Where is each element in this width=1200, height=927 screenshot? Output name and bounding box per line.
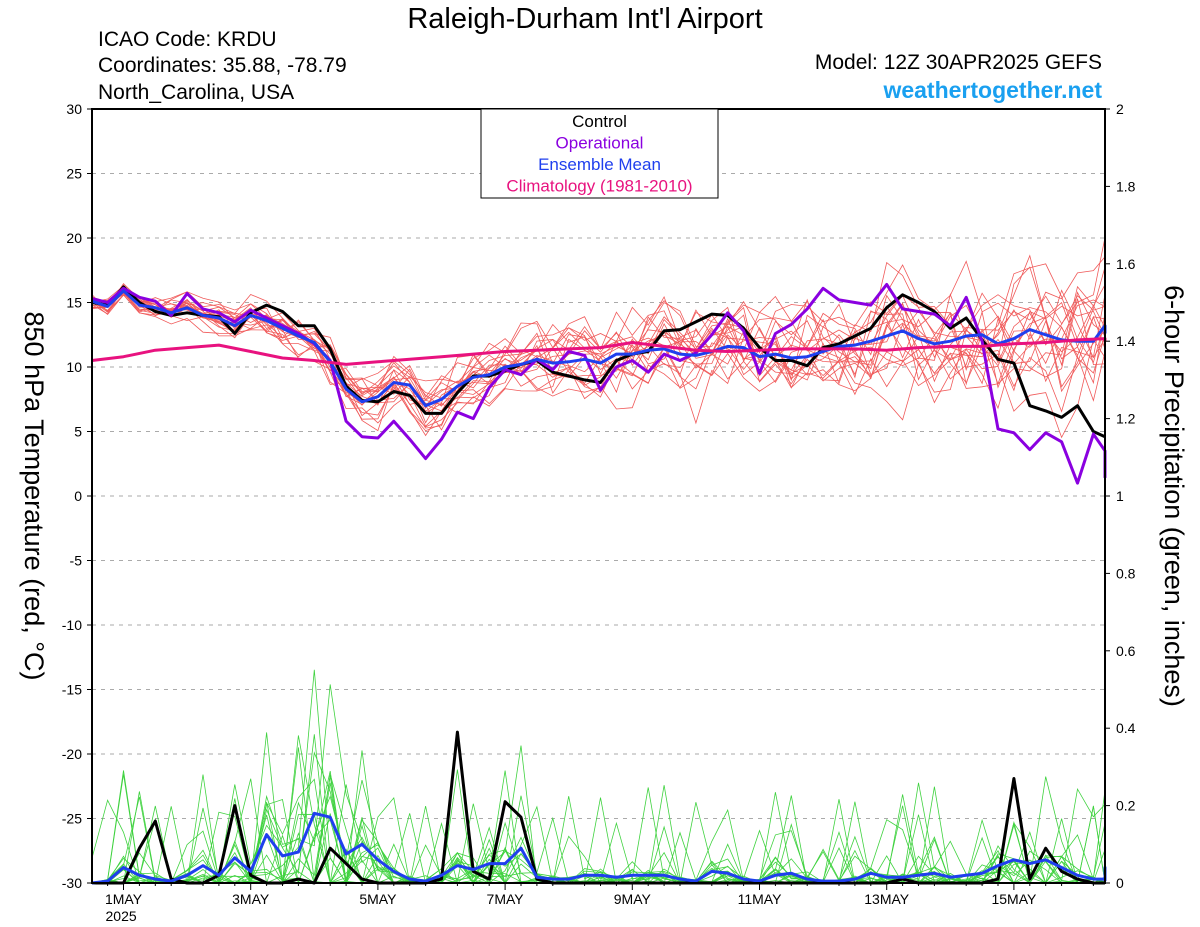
legend-entry: Operational (556, 134, 644, 153)
grid (92, 173, 1105, 819)
member-precip-line (91, 785, 1106, 884)
y-left-tick-label: 20 (66, 230, 82, 246)
legend-box (480, 108, 719, 199)
x-tick-label: 5MAY (359, 891, 397, 907)
y-left-tick-label: -10 (62, 617, 82, 633)
y-left-tick-label: -25 (62, 811, 82, 827)
ensemble-mean-temperature-line (91, 289, 1107, 408)
y-right-tick-label: 1 (1116, 488, 1124, 504)
member-precip-line (91, 747, 1106, 884)
y-right-tick-label: 1.8 (1116, 178, 1136, 194)
legend-entry: Climatology (1981-2010) (506, 177, 692, 196)
y-left-tick-label: -15 (62, 682, 82, 698)
y-right-tick-label: 1.4 (1116, 333, 1136, 349)
coordinates: Coordinates: 35.88, -78.79 (98, 54, 347, 77)
y-left-tick-label: 0 (74, 488, 82, 504)
axis-ticks: 302520151050-5-10-15-20-25-3021.81.61.41… (62, 101, 1136, 924)
y-right-tick-label: 0 (1116, 875, 1124, 891)
member-temp-line (91, 284, 1106, 421)
member-temp-line (91, 224, 1106, 404)
member-temp-line (91, 260, 1106, 425)
y-right-tick-label: 0.2 (1116, 798, 1136, 814)
y-left-tick-label: -20 (62, 746, 82, 762)
model-run: Model: 12Z 30APR2025 GEFS (814, 51, 1102, 74)
temp-series (91, 282, 1107, 485)
y-right-tick-label: 0.6 (1116, 643, 1136, 659)
x-tick-label: 9MAY (614, 891, 652, 907)
x-tick-label: 2025 (106, 908, 137, 924)
y-left-tick-label: 5 (74, 424, 82, 440)
y-left-tick-label: 30 (66, 101, 82, 117)
y-right-tick-label: 0.4 (1116, 720, 1136, 736)
y-right-tick-label: 2 (1116, 101, 1124, 117)
legend-entry: Ensemble Mean (538, 155, 661, 174)
member-precip-line (91, 745, 1106, 885)
member-precip-line (91, 787, 1106, 884)
x-tick-label: 7MAY (487, 891, 525, 907)
member-temp-line (91, 288, 1106, 428)
x-tick-label: 11MAY (738, 891, 782, 907)
legend-entry: Control (572, 112, 627, 131)
y-left-tick-label: -30 (62, 875, 82, 891)
y-right-tick-label: 1.2 (1116, 411, 1136, 427)
icao-code: ICAO Code: KRDU (98, 28, 277, 51)
y-left-tick-label: 10 (66, 359, 82, 375)
y-right-tick-label: 0.8 (1116, 565, 1136, 581)
x-tick-label: 13MAY (864, 891, 910, 907)
location: North_Carolina, USA (98, 81, 295, 104)
site-brand[interactable]: weathertogether.net (883, 77, 1102, 103)
y-left-label: 850 hPa Temperature (red, °C) (19, 312, 49, 681)
y-right-label: 6-hour Precipitation (green, inches) (1159, 285, 1189, 707)
x-tick-label: 3MAY (232, 891, 270, 907)
climatology-1981-2010-temperature-line (91, 337, 1107, 366)
member-precip-line (91, 751, 1106, 885)
x-tick-label: 15MAY (991, 891, 1037, 907)
x-tick-label: 1MAY (105, 891, 143, 907)
legend: Control Operational Ensemble Mean Climatolo… (480, 108, 719, 199)
y-left-tick-label: 25 (66, 166, 82, 182)
y-left-tick-label: -5 (70, 553, 83, 569)
member-temp-line (91, 282, 1106, 395)
chart-title: Raleigh-Durham Int'l Airport (407, 3, 763, 35)
y-left-tick-label: 15 (66, 295, 82, 311)
y-right-tick-label: 1.6 (1116, 256, 1136, 272)
ensemble-mean-precipitation-line (91, 811, 1107, 885)
